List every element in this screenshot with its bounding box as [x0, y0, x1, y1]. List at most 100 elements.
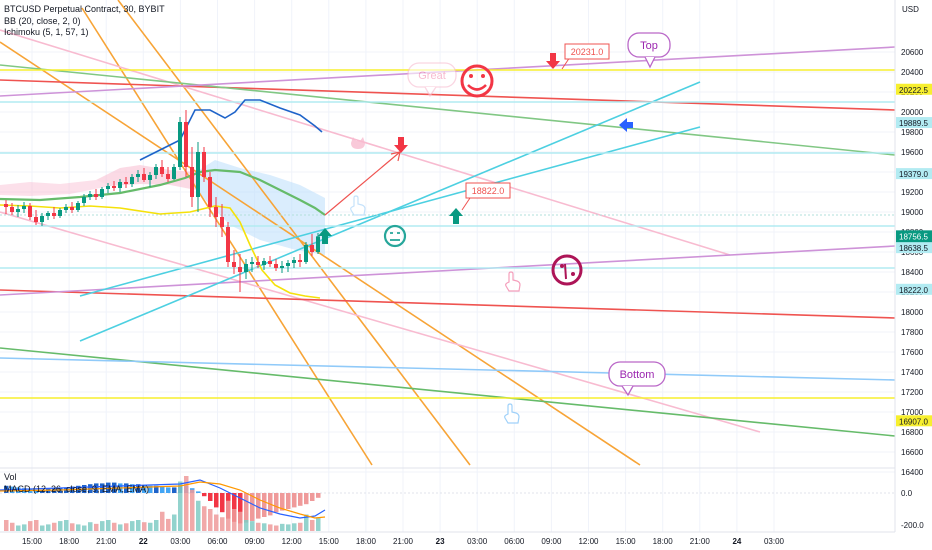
candle-body [274, 264, 278, 268]
candle-body [256, 262, 260, 265]
candle [34, 210, 38, 225]
price-label-text: 18222.0 [899, 286, 928, 295]
price-label-bg [896, 415, 932, 427]
x-tick-label: 03:00 [467, 537, 488, 546]
macd-bar [160, 486, 165, 493]
volume-bar [178, 481, 183, 531]
volume-bar [292, 523, 297, 531]
arrow-up-icon[interactable] [318, 228, 332, 244]
hand-pointer-icon[interactable] [505, 271, 521, 292]
volume-bar [58, 521, 63, 531]
y-tick-label: 19200 [901, 188, 924, 197]
indicator-vol[interactable]: Vol [4, 472, 17, 482]
volume-bar [298, 522, 303, 531]
candle [286, 260, 290, 272]
candle-body [22, 206, 26, 209]
price-note-18822[interactable]: 18822.0 [461, 182, 511, 211]
volume-bar [184, 476, 189, 531]
price-label: 20222.5 [896, 83, 932, 95]
macd-bar [202, 493, 207, 497]
ichimoku-cloud-pink-left [0, 180, 110, 196]
y-tick-label: 19600 [901, 148, 924, 157]
arrow-left-icon[interactable] [619, 118, 633, 132]
annotations[interactable]: Top Great Bottom 20231.0 [318, 32, 671, 424]
macd-bar [196, 491, 201, 493]
volume-bar [70, 523, 75, 531]
candle-body [94, 194, 98, 197]
volume-bar [268, 524, 273, 531]
candle-body [34, 217, 38, 222]
x-tick-label: 18:00 [653, 537, 674, 546]
price-label: 18222.0 [896, 283, 932, 295]
candle-body [148, 175, 152, 180]
volume-bar [64, 520, 69, 531]
trend-line-purple-2 [0, 245, 896, 296]
macd-line [0, 479, 326, 519]
price-label-bg [896, 283, 932, 295]
smiley-confused-icon[interactable] [551, 254, 583, 286]
smiley-neutral-icon[interactable] [383, 224, 407, 248]
price-note-18822-label: 18822.0 [472, 186, 505, 196]
volume-bar [112, 522, 117, 531]
symbol-header[interactable]: BTCUSD Perpetual Contract, 30, BYBIT [4, 4, 165, 14]
candle [280, 261, 284, 273]
x-tick-label: 06:00 [504, 537, 525, 546]
candle-body [82, 197, 86, 203]
volume-bar [280, 523, 285, 531]
trend-lines[interactable] [0, 0, 896, 470]
x-tick-label: 15:00 [22, 537, 43, 546]
time-axis[interactable] [0, 531, 932, 550]
trend-line-green-1 [0, 64, 896, 156]
candle [82, 194, 86, 206]
cat-icon[interactable] [351, 137, 365, 149]
arrow-down-icon[interactable] [546, 53, 560, 69]
trend-line-red-1 [0, 79, 896, 111]
candle-body [280, 266, 284, 268]
volume-bar [160, 511, 165, 531]
candle-body [124, 182, 128, 184]
callout-top[interactable]: Top [627, 32, 671, 69]
indicator-ichimoku[interactable]: Ichimoku (5, 1, 57, 1) [4, 27, 89, 37]
macd-bar [208, 493, 213, 501]
arrow-down-icon[interactable] [394, 137, 408, 153]
macd-bar [142, 485, 147, 493]
candle-body [172, 167, 176, 179]
candle [172, 164, 176, 180]
volume-bar [310, 520, 315, 531]
candle-body [40, 216, 44, 222]
currency-label: USD [902, 5, 919, 14]
hand-pointer-icon[interactable] [350, 195, 366, 216]
candle [214, 197, 218, 227]
smiley-happy-icon[interactable] [460, 64, 494, 98]
candle-body [262, 261, 266, 265]
price-label-text: 19889.5 [899, 119, 928, 128]
candle [292, 257, 296, 268]
price-label-text: 18756.5 [899, 232, 928, 241]
macd-bar [256, 493, 261, 519]
y-tick-label: 16600 [901, 448, 924, 457]
volume-bar [142, 522, 147, 531]
candle-body [214, 207, 218, 217]
projection-arrow[interactable] [324, 151, 401, 216]
candle [304, 242, 308, 264]
y-tick-label: 20000 [901, 108, 924, 117]
volume-bar [190, 489, 195, 531]
macd-bar [292, 493, 297, 508]
callout-great-label: Great [418, 70, 446, 82]
arrow-up-icon[interactable] [449, 208, 463, 224]
candle [142, 168, 146, 182]
callout-bottom[interactable]: Bottom [608, 361, 666, 397]
volume-bar [124, 523, 129, 531]
hand-pointer-icon[interactable] [504, 403, 520, 424]
volume-bar [166, 518, 171, 531]
indicator-macd[interactable]: MACD (12, 26, close, 9, EMA, EMA) [4, 484, 150, 494]
volume-bar [244, 520, 249, 531]
price-note-20231[interactable]: 20231.0 [561, 43, 610, 70]
indicator-bb[interactable]: BB (20, close, 2, 0) [4, 16, 81, 26]
callout-great[interactable]: Great [407, 62, 457, 98]
trend-line-red-2 [0, 289, 896, 319]
candle-body [268, 261, 272, 264]
x-tick-label: 23 [436, 537, 445, 546]
